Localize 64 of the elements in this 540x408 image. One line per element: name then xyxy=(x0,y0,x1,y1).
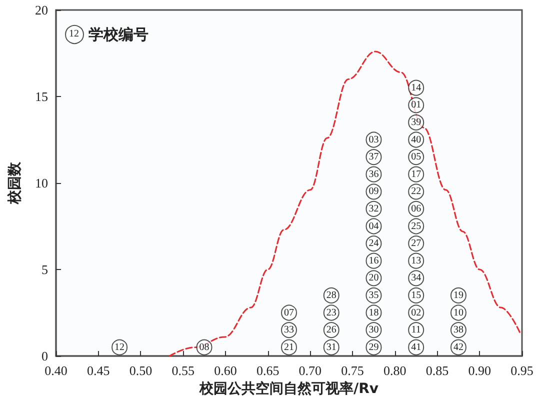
annotation: 03 xyxy=(368,134,379,146)
annotation: 11 xyxy=(411,324,421,336)
annotation: 06 xyxy=(411,203,422,214)
annotation: 15 xyxy=(411,290,422,301)
y-tick-label: 5 xyxy=(42,262,48,277)
x-tick-label: 0.45 xyxy=(86,363,110,378)
x-tick-label: 0.40 xyxy=(44,363,68,378)
line-series xyxy=(168,50,522,357)
legend-label: 学校编号 xyxy=(88,26,148,44)
annotation: 21 xyxy=(284,342,294,353)
annotation: 33 xyxy=(284,324,294,336)
x-tick-label: 0.65 xyxy=(256,363,280,378)
y-tick-label: 0 xyxy=(42,348,48,364)
annotation: 17 xyxy=(411,168,422,180)
annotation: 42 xyxy=(453,342,464,353)
annotation: 16 xyxy=(368,255,379,266)
y-tick-label: 15 xyxy=(35,89,48,104)
annotation: 38 xyxy=(453,324,464,336)
annotation: 01 xyxy=(411,100,422,111)
annotation: 04 xyxy=(368,220,379,232)
x-tick-label: 0.75 xyxy=(341,363,364,378)
x-tick-label: 0.50 xyxy=(129,363,152,378)
annotation: 37 xyxy=(368,152,379,163)
x-tick-label: 0.95 xyxy=(510,363,534,378)
y-axis-title: 校园数 xyxy=(7,161,23,205)
x-tick-label: 0.85 xyxy=(426,363,449,378)
annotation: 34 xyxy=(411,272,422,284)
annotation: 39 xyxy=(411,116,422,128)
annotation: 36 xyxy=(368,168,379,180)
annotation: 09 xyxy=(368,186,379,198)
annotation: 18 xyxy=(368,307,379,318)
annotation: 40 xyxy=(411,134,422,146)
x-tick-label: 0.70 xyxy=(298,363,322,378)
x-tick-label: 0.60 xyxy=(214,363,237,378)
annotation: 19 xyxy=(453,290,464,301)
annotation: 05 xyxy=(411,152,422,163)
annotation: 20 xyxy=(368,272,379,284)
annotation: 07 xyxy=(284,307,294,318)
annotation: 12 xyxy=(69,28,79,40)
annotation: 25 xyxy=(411,220,422,232)
annotation: 22 xyxy=(411,186,422,198)
annotation: 41 xyxy=(411,342,422,353)
annotation: 31 xyxy=(326,342,336,353)
annotation: 10 xyxy=(453,307,464,318)
annotation: 32 xyxy=(368,203,379,214)
annotation: 12 xyxy=(114,342,125,353)
y-tick-label: 20 xyxy=(35,2,48,18)
annotation: 08 xyxy=(199,342,210,353)
annotation: 14 xyxy=(411,82,422,94)
y-tick-label: 10 xyxy=(35,176,48,190)
annotation: 35 xyxy=(368,290,379,301)
annotation: 13 xyxy=(411,255,422,266)
x-tick-label: 0.90 xyxy=(468,363,492,378)
annotation: 23 xyxy=(326,307,336,318)
annotation: 26 xyxy=(326,324,336,336)
x-tick-label: 0.80 xyxy=(384,363,406,378)
annotation: 30 xyxy=(368,324,379,336)
annotation: 28 xyxy=(326,290,336,301)
x-axis-title: 校园公共空间自然可视率/Rv xyxy=(198,380,379,397)
annotation: 29 xyxy=(368,342,379,353)
x-tick-label: 0.55 xyxy=(172,363,194,378)
annotation: 24 xyxy=(368,238,379,250)
annotation: 02 xyxy=(411,307,422,318)
annotation: 27 xyxy=(411,238,422,250)
